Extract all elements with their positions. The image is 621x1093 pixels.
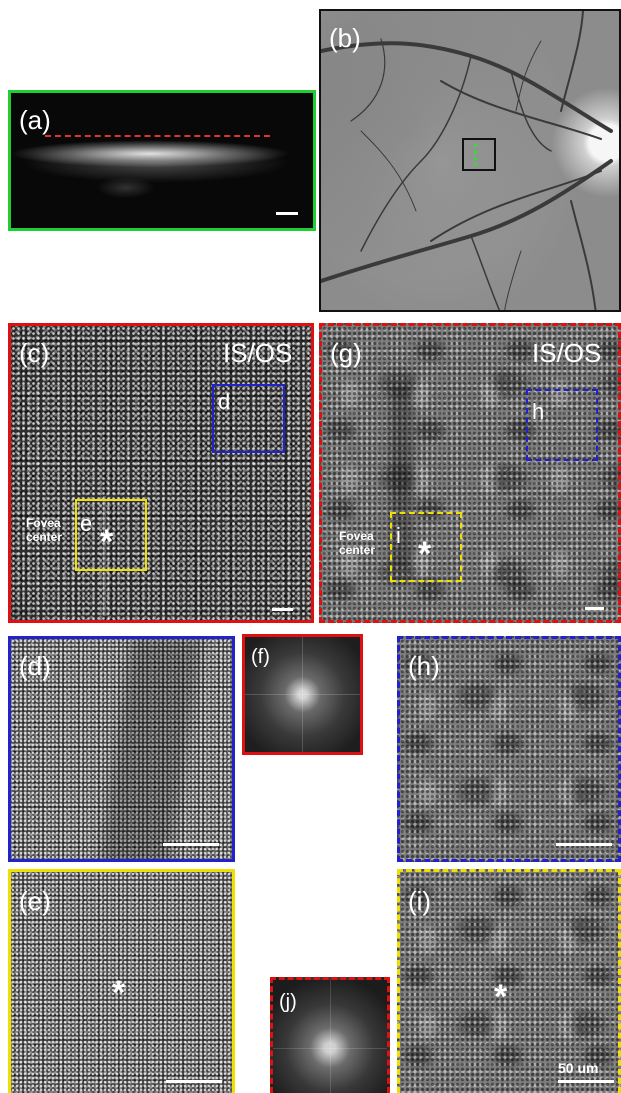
- panel-j: (j): [270, 977, 390, 1093]
- scale-bar-label-i: 50 um: [558, 1060, 599, 1076]
- scale-bar-e: [166, 1080, 222, 1083]
- panel-d: (d): [8, 636, 235, 862]
- fft-crosshair-h: [245, 694, 360, 695]
- panel-label-d: (d): [19, 651, 51, 681]
- panel-label-h: (h): [408, 651, 440, 681]
- scale-bar-i: [558, 1080, 614, 1083]
- panel-a: (a): [8, 90, 316, 231]
- panel-h: (h): [397, 636, 621, 862]
- panel-label-g: (g): [330, 338, 362, 368]
- scale-bar-g: [585, 607, 604, 610]
- panel-i: (i) * 50 um: [397, 869, 621, 1093]
- fovea-center-label-g: Fovea center: [339, 529, 376, 558]
- fovea-asterisk-i: *: [494, 978, 508, 1016]
- fft-crosshair-h-j: [273, 1048, 387, 1049]
- fft-crosshair-v-j: [330, 980, 331, 1093]
- fovea-asterisk-g: *: [418, 535, 432, 573]
- fovea-asterisk-c: *: [100, 523, 114, 561]
- roi-label-h: h: [532, 399, 545, 424]
- fovea-line2-g: center: [339, 542, 376, 557]
- vertical-artifact-line: [103, 496, 106, 616]
- oct-bscan-image: [11, 93, 313, 228]
- panel-g: (g) IS/OS h i * Fovea center: [319, 323, 621, 623]
- dark-vertical-band: [390, 386, 412, 566]
- roi-label-i: i: [396, 523, 401, 548]
- red-dashed-marker-line: [45, 135, 270, 137]
- panel-e: (e) *: [8, 869, 235, 1093]
- fovea-asterisk-e: *: [112, 974, 126, 1012]
- roi-box-d: [212, 384, 285, 453]
- panel-label-i: (i): [408, 886, 432, 916]
- scale-bar-h: [556, 843, 612, 846]
- layer-label-isos-g: IS/OS: [532, 338, 602, 368]
- panel-label-b: (b): [329, 23, 361, 53]
- panel-label-e: (e): [19, 886, 51, 916]
- roi-box-h: [526, 389, 598, 461]
- fovea-line1-c: Fovea: [26, 516, 61, 530]
- panel-label-a: (a): [19, 105, 51, 135]
- isos-enface-image: [11, 326, 311, 620]
- scale-bar-c: [272, 608, 293, 611]
- fovea-line1-g: Fovea: [339, 529, 374, 543]
- roi-label-e: e: [80, 511, 93, 536]
- green-scan-dots: [474, 144, 481, 166]
- panel-f: (f): [242, 634, 363, 755]
- roi-box-i: [390, 512, 462, 582]
- fft-crosshair-v: [302, 637, 303, 752]
- panel-c: (c) IS/OS d e * Fovea center: [8, 323, 314, 623]
- roi-box-e: [75, 499, 147, 571]
- retinal-vessels: [321, 11, 613, 310]
- layer-label-isos-c: IS/OS: [223, 338, 293, 368]
- panel-label-c: (c): [19, 338, 50, 368]
- roi-label-d: d: [218, 389, 231, 414]
- scale-bar-a: [276, 212, 298, 215]
- fovea-line2-c: center: [26, 529, 63, 544]
- panel-label-j: (j): [279, 991, 297, 1013]
- fundus-roi-box: [462, 138, 496, 171]
- scale-bar-d: [163, 843, 219, 846]
- panel-b: (b): [319, 9, 621, 312]
- fovea-center-label-c: Fovea center: [26, 516, 63, 545]
- dark-diagonal-band: [100, 639, 202, 859]
- panel-label-f: (f): [251, 646, 270, 668]
